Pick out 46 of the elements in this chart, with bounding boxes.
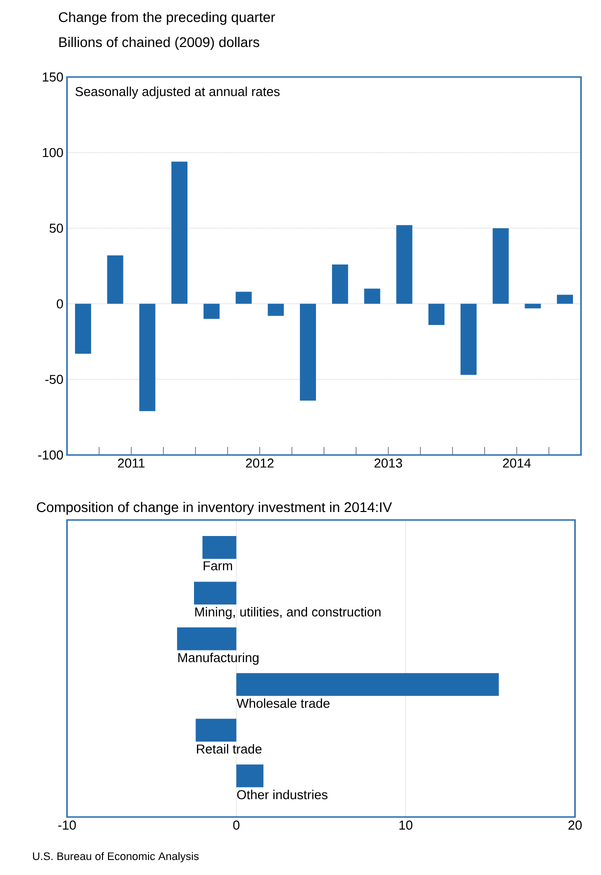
y-tick-label: 150 [42,72,63,82]
text: U.S. Bureau of Economic Analysis [33,852,199,862]
chart-title: Composition of change in inventory investment in 2014:IV [36,502,392,515]
y-tick-label: Wholesale trade [236,698,330,708]
bar [332,264,348,304]
bar [196,718,236,742]
bar [492,228,509,304]
bar [139,304,156,412]
bar [268,304,284,316]
bar [204,304,220,319]
chart-subtitle: Billions of chained (2009) dollars [59,36,260,50]
bar [556,294,573,304]
y-tick-label: Retail trade [196,744,262,754]
x-tick-label: 2012 [246,458,274,468]
y-tick-label: -100 [38,450,63,460]
x-tick-label: 2013 [374,458,402,468]
bar [194,582,236,605]
bar [524,304,541,308]
bar [202,536,236,559]
y-tick-label: Farm [204,561,232,570]
bar [236,764,264,788]
y-tick-label: Mining, utilities, and construction [195,607,380,620]
y-tick-label: -50 [45,374,63,384]
x-tick-label: 20 [568,820,582,830]
bar [236,292,252,304]
x-tick-label: 10 [399,820,412,830]
chart-title: Change from the preceding quarter [58,12,276,25]
bar [107,255,124,304]
y-tick-label: Manufacturing [178,652,258,665]
bar [177,627,236,650]
bar [428,304,444,325]
bar [460,304,477,375]
bar [300,304,316,401]
y-tick-label: Other industries [237,790,328,800]
bar [364,288,380,304]
bar [236,673,499,696]
y-tick-label: 0 [56,299,63,308]
annotation: Seasonally adjusted at annual rates [76,86,280,99]
x-tick-label: -10 [58,820,76,830]
bar [396,225,412,304]
x-tick-label: 2011 [118,458,145,468]
bar [75,304,92,354]
y-tick-label: 100 [42,148,63,158]
bar [171,162,188,304]
y-tick-label: 50 [50,224,63,233]
x-tick-label: 2014 [503,458,531,468]
